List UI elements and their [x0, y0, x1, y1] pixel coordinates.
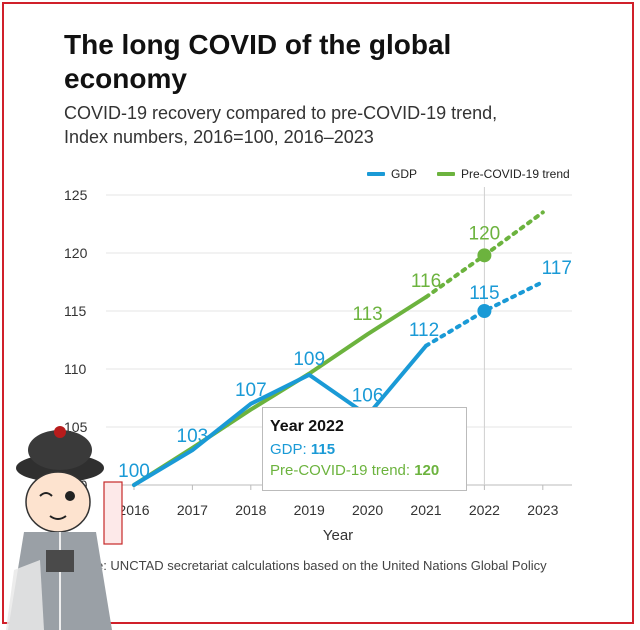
data-label-gdp-2020: 106 — [352, 385, 384, 406]
source-note: Source: UNCTAD secretariat calculations … — [62, 557, 582, 593]
data-label-pre-covid-2022: 120 — [469, 223, 501, 244]
chart-subtitle: COVID-19 recovery compared to pre-COVID-… — [64, 101, 584, 149]
data-label-gdp-2021: 112 — [409, 320, 439, 341]
data-label-gdp-2019: 109 — [293, 349, 325, 370]
legend-item-pre-covid[interactable]: Pre-COVID-19 trend — [437, 167, 570, 181]
point-marker-pre-covid-2022 — [477, 248, 492, 263]
legend-item-gdp[interactable]: GDP — [367, 167, 417, 181]
tooltip-pre-value: 120 — [414, 462, 440, 479]
data-label-gdp-2017: 103 — [177, 426, 209, 447]
tooltip-pre-row: Pre-COVID-19 trend: 120 — [270, 460, 459, 481]
mascot-illustration — [6, 426, 123, 630]
data-label-pre-covid-2020: 113 — [352, 304, 382, 325]
x-tick-label-2021: 2021 — [410, 502, 441, 518]
x-tick-label-2017: 2017 — [177, 502, 208, 518]
y-tick-label-120: 120 — [64, 245, 88, 261]
point-marker-gdp-2022 — [477, 304, 492, 318]
y-tick-label-125: 125 — [64, 187, 88, 203]
y-tick-label-115: 115 — [64, 303, 87, 319]
subtitle-line-2: Index numbers, 2016=100, 2016–2023 — [64, 127, 374, 147]
tooltip-gdp-row: GDP: 115 — [270, 439, 459, 460]
legend-label-pre-covid: Pre-COVID-19 trend — [461, 167, 570, 181]
y-tick-label-110: 110 — [64, 361, 87, 377]
source-line-1: Source: UNCTAD secretariat calculations … — [62, 558, 547, 573]
data-label-gdp-2023: 117 — [542, 258, 572, 279]
source-line-2: Model. — [62, 575, 582, 593]
x-tick-label-2018: 2018 — [235, 502, 266, 518]
legend-label-gdp: GDP — [391, 167, 418, 181]
tooltip-pre-label: Pre-COVID-19 trend: — [270, 462, 415, 479]
tooltip-title: Year 2022 — [270, 418, 344, 435]
series-line-gdp — [132, 343, 428, 487]
hover-tooltip: Year 2022 GDP: 115 Pre-COVID-19 trend: 1… — [262, 407, 467, 491]
legend-swatch-gdp — [367, 172, 385, 176]
tooltip-gdp-label: GDP: — [270, 441, 311, 458]
x-tick-label-2019: 2019 — [294, 502, 325, 518]
data-label-pre-covid-2021: 116 — [411, 271, 441, 292]
data-label-gdp-2022: 115 — [469, 283, 499, 304]
x-tick-label-2020: 2020 — [352, 502, 383, 518]
x-tick-label-2022: 2022 — [469, 502, 500, 518]
subtitle-line-1: COVID-19 recovery compared to pre-COVID-… — [64, 103, 498, 123]
data-label-gdp-2018: 107 — [235, 380, 267, 401]
x-axis-title: Year — [323, 527, 353, 544]
x-tick-label-2023: 2023 — [527, 502, 558, 518]
x-tick-label-2016: 2016 — [118, 502, 149, 518]
tooltip-gdp-value: 115 — [310, 441, 336, 458]
data-label-gdp-2016: 100 — [118, 461, 150, 482]
chart-title: The long COVID of the global economy — [64, 29, 452, 94]
legend-swatch-pre-covid — [437, 172, 455, 176]
chart-legend: GDP Pre-COVID-19 trend — [0, 164, 640, 184]
